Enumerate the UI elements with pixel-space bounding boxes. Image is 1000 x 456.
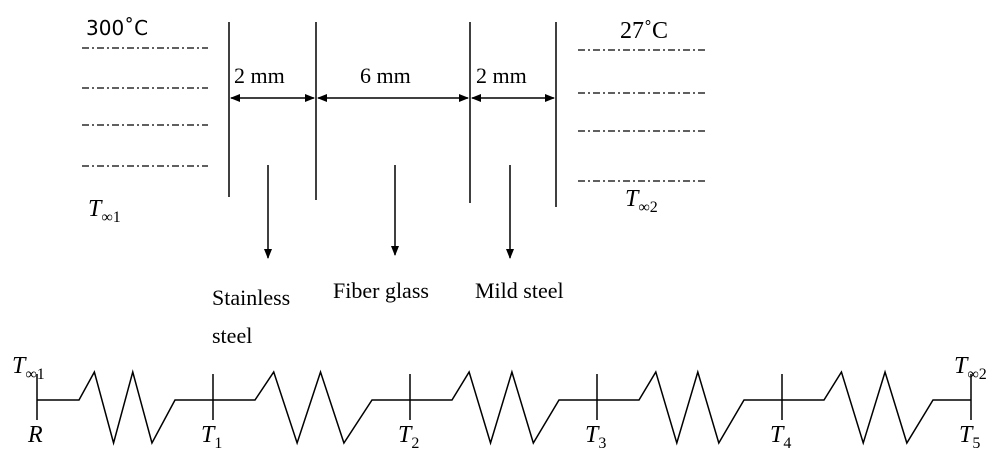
subscript: ∞1 [25,366,44,383]
subscript: 1 [214,435,222,452]
node-label: T∞2 [954,353,987,383]
material-label: Mild steel [475,278,564,303]
node-label: T1 [201,422,222,452]
subscript: ∞1 [101,209,120,226]
symbol: R [27,422,43,448]
node-label: T5 [959,422,980,452]
node-label: T3 [585,422,606,452]
subscript: ∞2 [967,366,986,383]
node-label: T2 [398,422,419,452]
walls [228,22,557,207]
subscript: 2 [411,435,419,452]
thickness-label: 2 mm [476,63,527,88]
subscript: 3 [598,435,606,452]
material-label: Fiber glass [333,278,429,303]
subscript: 4 [783,435,791,452]
right-fluid-lines [578,49,705,182]
node-label: T4 [770,422,791,452]
fluid-temperature: T∞1 [88,196,121,226]
symbol: T [625,186,640,212]
resistance-network [37,369,971,446]
symbol: T [12,353,27,379]
left-fluid-lines [82,47,208,167]
symbol: T [201,422,216,448]
fluid-temperature: T∞2 [625,186,658,216]
symbol: T [398,422,413,448]
thickness-label: 6 mm [360,63,411,88]
symbol: T [770,422,785,448]
symbol: T [88,196,103,222]
left-temperature: 300˚C [86,16,148,40]
node-label: R [27,422,43,448]
symbol: T [959,422,974,448]
right-temperature: 27˚C [620,18,668,44]
symbol: T [954,353,969,379]
material-arrows [264,165,514,259]
material-label: Stainless [212,285,290,310]
subscript: ∞2 [638,199,657,216]
material-label: steel [212,323,252,348]
node-label: T∞1 [12,353,45,383]
symbol: T [585,422,600,448]
subscript: 5 [972,435,980,452]
thickness-label: 2 mm [234,63,285,88]
